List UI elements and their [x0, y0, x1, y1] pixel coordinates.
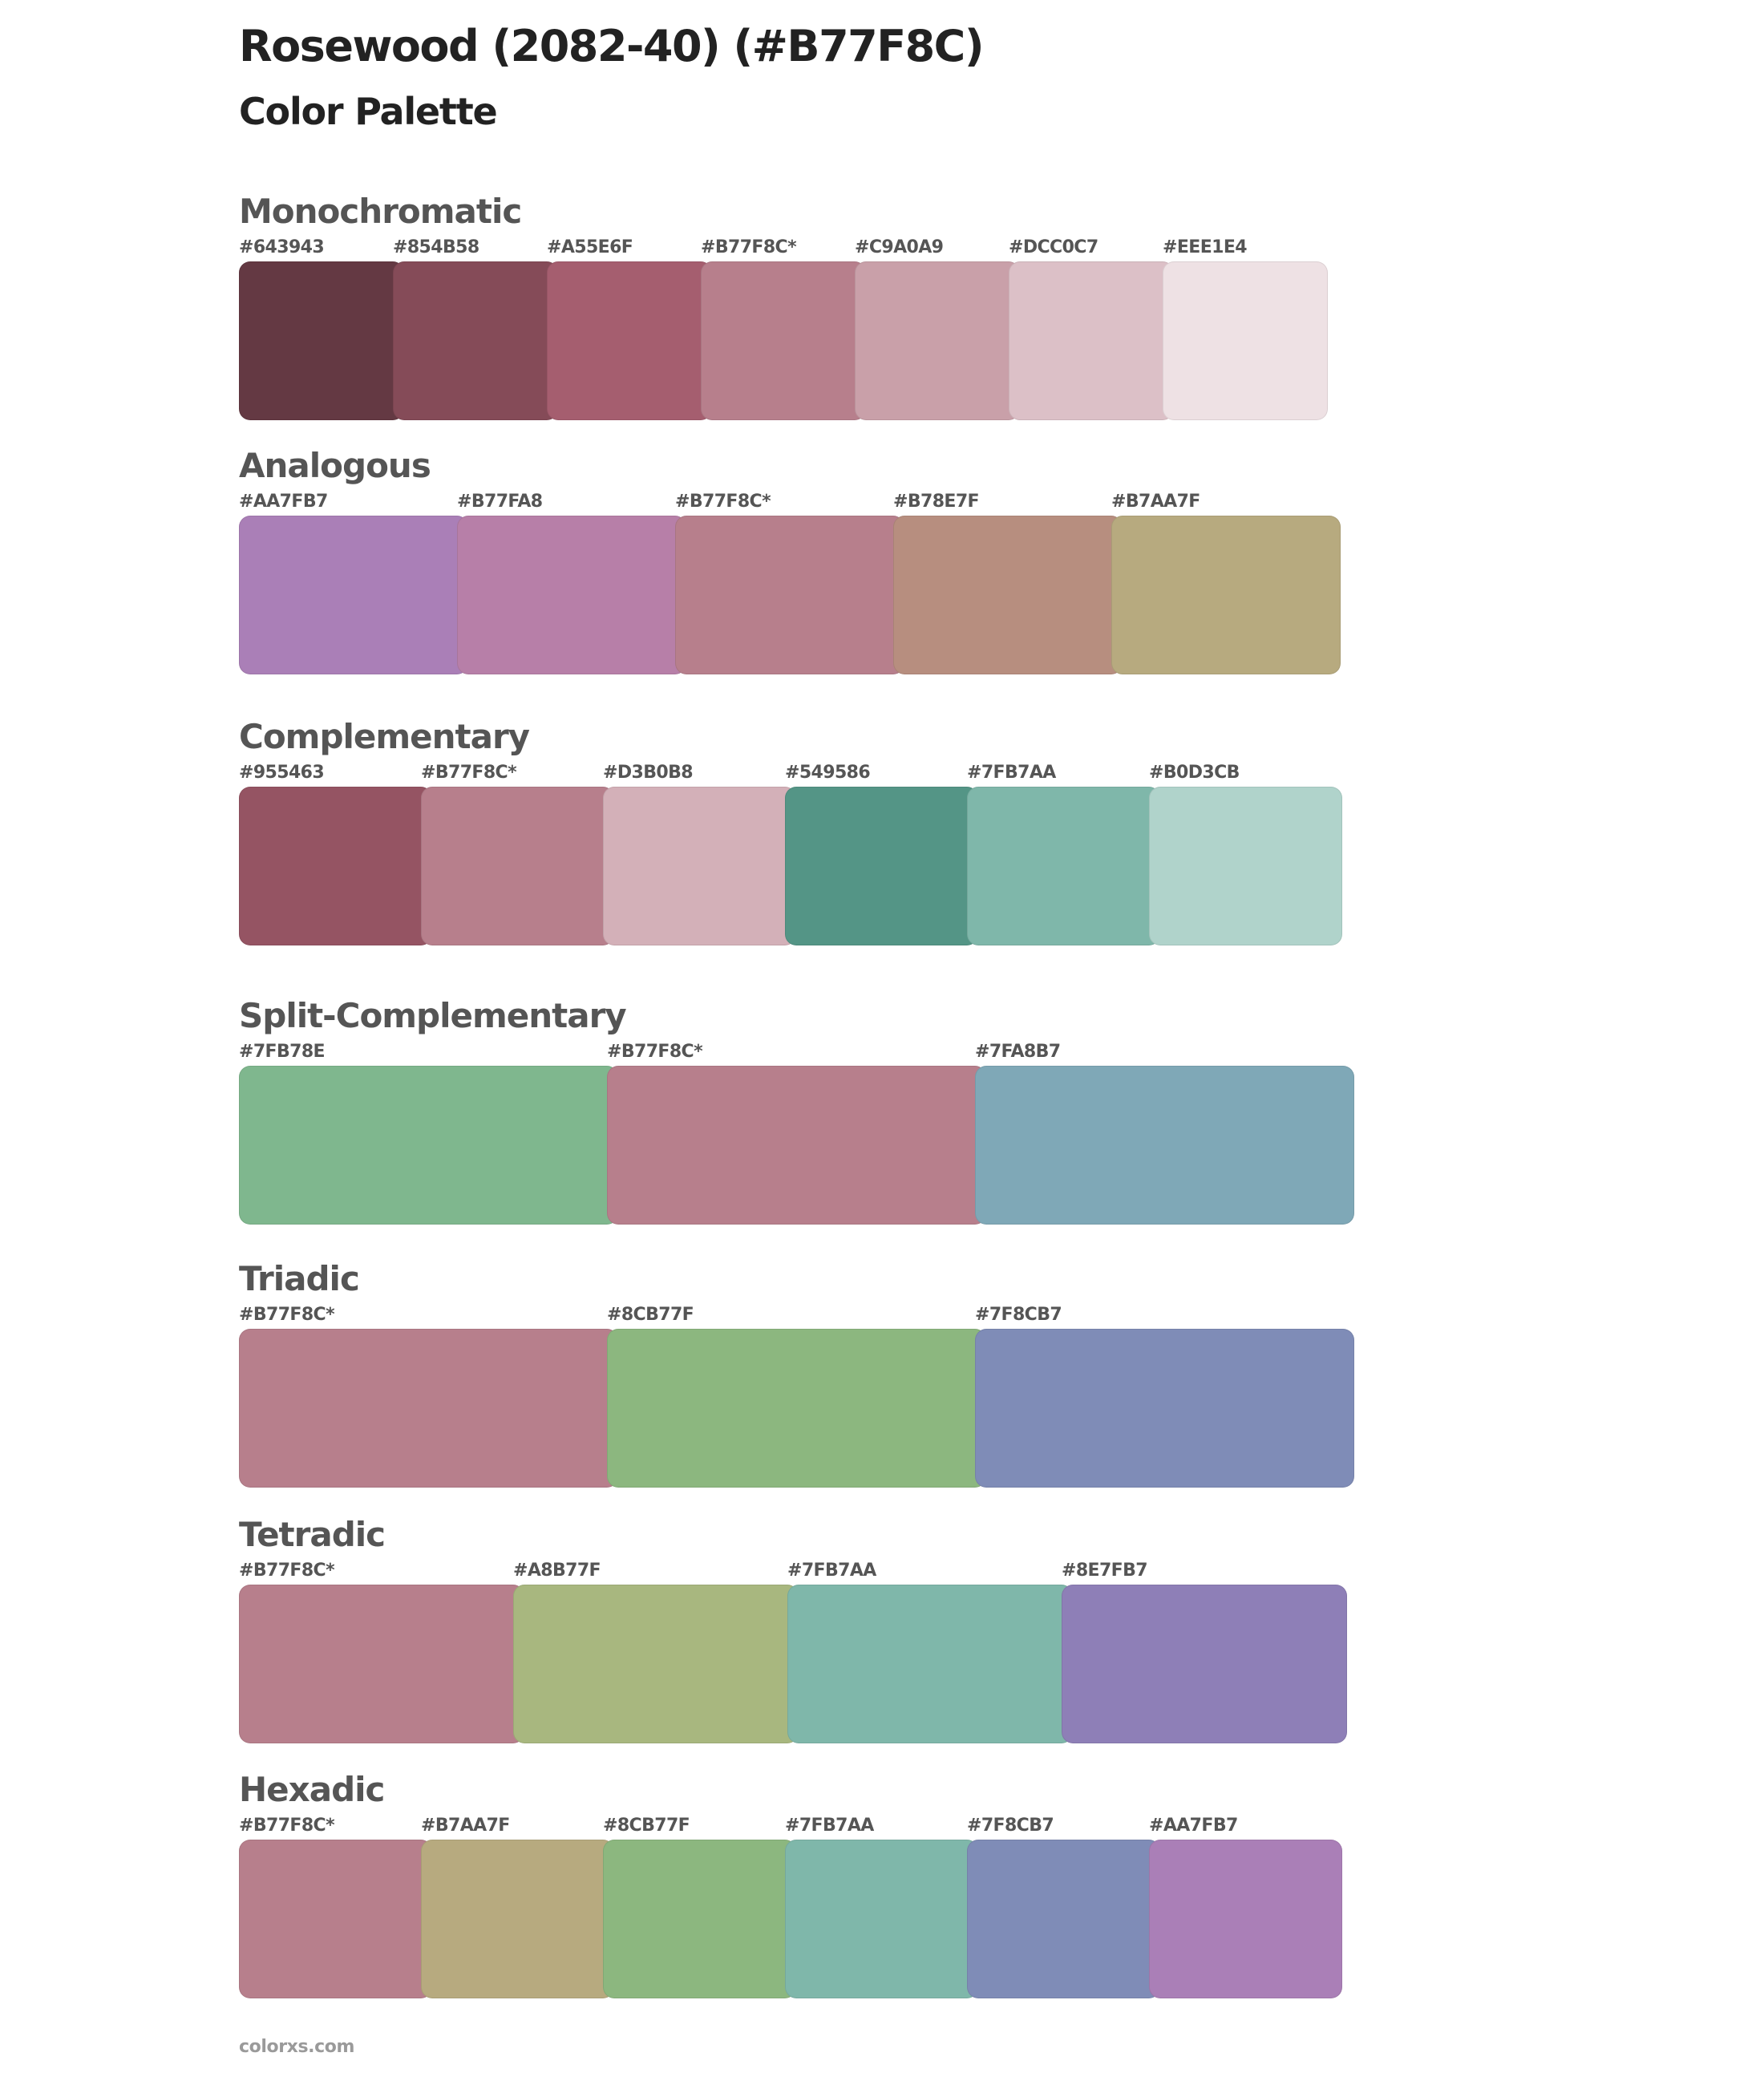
- page-subtitle: Color Palette: [239, 90, 498, 133]
- swatch-hex-label: #B77F8C*: [239, 1305, 335, 1325]
- swatch-color-chip[interactable]: [1009, 261, 1174, 420]
- section-heading: Tetradic: [239, 1515, 386, 1554]
- palette-section-monochromatic: Monochromatic #643943 #854B58 #A55E6F #B77F8…: [239, 189, 1361, 462]
- swatch-hex-label: #B77F8C*: [239, 1561, 335, 1581]
- palette-section-split-complementary: Split-Complementary #7FB78E #B77F8C* #7FA8B…: [239, 994, 1361, 1266]
- swatch-hex-label: #A55E6F: [547, 237, 633, 257]
- swatch-hex-label: #EEE1E4: [1163, 237, 1248, 257]
- swatch-row: #643943 #854B58 #A55E6F #B77F8C* #C9A0A9 #DCC…: [239, 237, 1361, 462]
- swatch-color-chip[interactable]: [607, 1066, 986, 1225]
- swatch-row: #7FB78E #B77F8C* #7FA8B7: [239, 1042, 1361, 1266]
- swatch-color-chip[interactable]: [787, 1585, 1073, 1743]
- swatch-row: #955463 #B77F8C* #D3B0B8 #549586 #7FB7AA #B0D…: [239, 763, 1361, 987]
- palette-section-hexadic: Hexadic #B77F8C* #B7AA7F #8CB77F #7FB7AA #7F8…: [239, 1767, 1361, 2040]
- swatch-hex-label: #B77F8C*: [675, 492, 771, 512]
- swatch-row: #B77F8C* #B7AA7F #8CB77F #7FB7AA #7F8CB7 #AA7…: [239, 1816, 1361, 2040]
- swatch-hex-label: #643943: [239, 237, 325, 257]
- swatch-color-chip[interactable]: [421, 787, 614, 945]
- swatch-row: #AA7FB7 #B77FA8 #B77F8C* #B78E7F #B7AA7F: [239, 492, 1361, 716]
- swatch-color-chip[interactable]: [513, 1585, 799, 1743]
- swatch-color-chip[interactable]: [893, 516, 1123, 674]
- swatch-hex-label: #B78E7F: [893, 492, 980, 512]
- section-heading: Hexadic: [239, 1770, 385, 1809]
- swatch-hex-label: #854B58: [393, 237, 479, 257]
- palette-section-analogous: Analogous #AA7FB7 #B77FA8 #B77F8C* #B78E7F #B…: [239, 443, 1361, 716]
- swatch-hex-label: #B77F8C*: [239, 1816, 335, 1836]
- swatch-color-chip[interactable]: [239, 1585, 524, 1743]
- swatch-color-chip[interactable]: [239, 1840, 432, 1998]
- swatch-color-chip[interactable]: [239, 787, 432, 945]
- swatch-hex-label: #B77FA8: [457, 492, 543, 512]
- swatch-hex-label: #AA7FB7: [239, 492, 328, 512]
- swatch-color-chip[interactable]: [547, 261, 712, 420]
- swatch-row: #B77F8C* #A8B77F #7FB7AA #8E7FB7: [239, 1561, 1361, 1785]
- swatch-row: #B77F8C* #8CB77F #7F8CB7: [239, 1305, 1361, 1529]
- swatch-hex-label: #7FB78E: [239, 1042, 326, 1062]
- swatch-hex-label: #B7AA7F: [421, 1816, 510, 1836]
- swatch-color-chip[interactable]: [607, 1329, 986, 1488]
- swatch-hex-label: #7F8CB7: [967, 1816, 1054, 1836]
- swatch-color-chip[interactable]: [967, 787, 1160, 945]
- swatch-color-chip[interactable]: [855, 261, 1020, 420]
- swatch-color-chip[interactable]: [785, 787, 978, 945]
- swatch-hex-label: #DCC0C7: [1009, 237, 1098, 257]
- swatch-hex-label: #AA7FB7: [1149, 1816, 1238, 1836]
- section-heading: Complementary: [239, 717, 530, 756]
- swatch-color-chip[interactable]: [603, 1840, 796, 1998]
- palette-section-tetradic: Tetradic #B77F8C* #A8B77F #7FB7AA #8E7FB7: [239, 1512, 1361, 1785]
- swatch-hex-label: #8E7FB7: [1062, 1561, 1148, 1581]
- swatch-hex-label: #B77F8C*: [421, 763, 517, 783]
- section-heading: Analogous: [239, 446, 431, 485]
- swatch-color-chip[interactable]: [1149, 787, 1342, 945]
- swatch-hex-label: #549586: [785, 763, 871, 783]
- swatch-color-chip[interactable]: [967, 1840, 1160, 1998]
- section-heading: Split-Complementary: [239, 996, 627, 1035]
- swatch-color-chip[interactable]: [457, 516, 686, 674]
- swatch-hex-label: #7FB7AA: [785, 1816, 874, 1836]
- swatch-color-chip[interactable]: [1111, 516, 1341, 674]
- palette-section-complementary: Complementary #955463 #B77F8C* #D3B0B8 #5495…: [239, 715, 1361, 987]
- swatch-hex-label: #8CB77F: [603, 1816, 690, 1836]
- swatch-color-chip[interactable]: [701, 261, 866, 420]
- swatch-color-chip[interactable]: [239, 516, 468, 674]
- swatch-color-chip[interactable]: [675, 516, 904, 674]
- swatch-color-chip[interactable]: [393, 261, 558, 420]
- swatch-color-chip[interactable]: [975, 1329, 1354, 1488]
- section-heading: Monochromatic: [239, 192, 522, 231]
- swatch-hex-label: #B0D3CB: [1149, 763, 1240, 783]
- swatch-hex-label: #955463: [239, 763, 325, 783]
- swatch-color-chip[interactable]: [603, 787, 796, 945]
- site-credit-link[interactable]: colorxs.com: [239, 2037, 354, 2057]
- palette-section-triadic: Triadic #B77F8C* #8CB77F #7F8CB7: [239, 1257, 1361, 1529]
- swatch-color-chip[interactable]: [975, 1066, 1354, 1225]
- section-heading: Triadic: [239, 1259, 360, 1298]
- swatch-color-chip[interactable]: [239, 1066, 618, 1225]
- swatch-color-chip[interactable]: [239, 261, 404, 420]
- swatch-color-chip[interactable]: [421, 1840, 614, 1998]
- swatch-hex-label: #B7AA7F: [1111, 492, 1200, 512]
- swatch-hex-label: #D3B0B8: [603, 763, 694, 783]
- swatch-color-chip[interactable]: [1149, 1840, 1342, 1998]
- swatch-color-chip[interactable]: [239, 1329, 618, 1488]
- swatch-hex-label: #C9A0A9: [855, 237, 944, 257]
- swatch-color-chip[interactable]: [785, 1840, 978, 1998]
- swatch-hex-label: #B77F8C*: [701, 237, 797, 257]
- swatch-hex-label: #7FB7AA: [967, 763, 1056, 783]
- swatch-hex-label: #7F8CB7: [975, 1305, 1062, 1325]
- swatch-color-chip[interactable]: [1062, 1585, 1347, 1743]
- page-title: Rosewood (2082-40) (#B77F8C): [239, 21, 985, 71]
- swatch-hex-label: #8CB77F: [607, 1305, 694, 1325]
- swatch-hex-label: #7FB7AA: [787, 1561, 876, 1581]
- swatch-hex-label: #B77F8C*: [607, 1042, 703, 1062]
- swatch-hex-label: #7FA8B7: [975, 1042, 1061, 1062]
- swatch-color-chip[interactable]: [1163, 261, 1328, 420]
- swatch-hex-label: #A8B77F: [513, 1561, 601, 1581]
